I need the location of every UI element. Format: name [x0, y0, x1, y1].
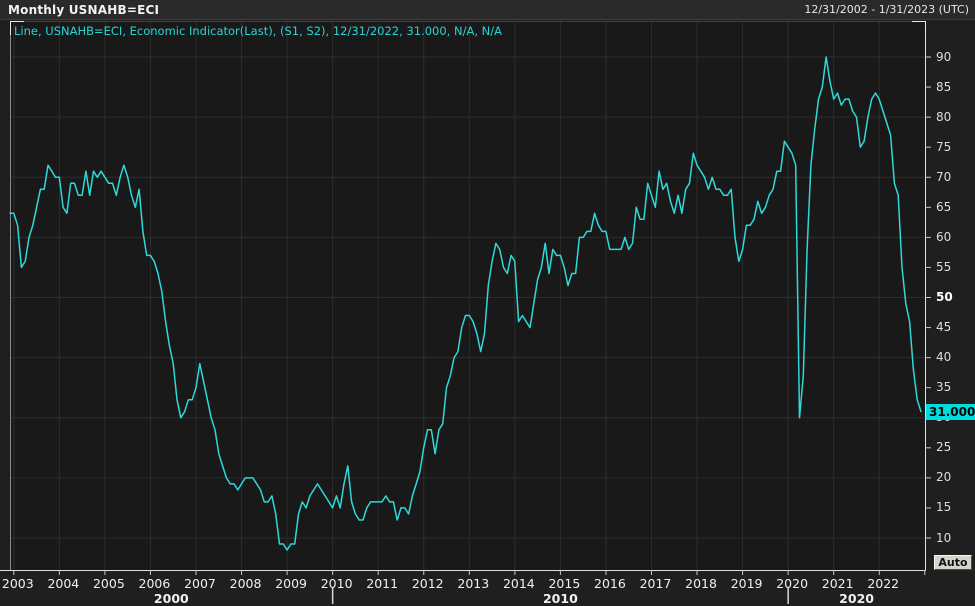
x-year-label: 2017 — [640, 576, 672, 591]
x-decade-label: 2010 — [543, 591, 578, 606]
y-axis-tick-label: 10 — [936, 530, 952, 545]
x-year-label: 2004 — [47, 576, 79, 591]
price-line-series — [9, 56, 922, 551]
x-year-label: 2007 — [184, 576, 216, 591]
y-axis-tick-label: 85 — [936, 79, 952, 94]
x-year-label: 2018 — [685, 576, 717, 591]
y-axis-tick-label: 75 — [936, 139, 952, 154]
x-year-label: 2012 — [412, 576, 444, 591]
x-year-label: 2022 — [867, 576, 899, 591]
x-decade-label: 2000 — [154, 591, 189, 606]
x-year-label: 2011 — [366, 576, 398, 591]
auto-scale-button[interactable]: Auto — [934, 555, 972, 570]
x-year-label: 2014 — [503, 576, 535, 591]
last-value-badge: 31.000 — [926, 404, 975, 420]
y-axis-tick-label: 40 — [936, 350, 952, 365]
y-axis-tick-label: 70 — [936, 169, 952, 184]
x-year-label: 2010 — [321, 576, 353, 591]
y-axis-tick-label: 15 — [936, 500, 952, 515]
x-year-label: 2006 — [139, 576, 171, 591]
x-year-label: 2015 — [548, 576, 580, 591]
chart-titlebar: Monthly USNAHB=ECI 12/31/2002 - 1/31/202… — [0, 0, 975, 20]
x-year-label: 2021 — [822, 576, 854, 591]
y-axis-tick-label: 65 — [936, 199, 952, 214]
x-year-label: 2013 — [457, 576, 489, 591]
x-year-label: 2003 — [2, 576, 34, 591]
top-left-corner-bracket — [10, 21, 24, 35]
chart-title: Monthly USNAHB=ECI — [8, 2, 160, 17]
x-year-label: 2009 — [275, 576, 307, 591]
y-axis-tick-label: 60 — [936, 229, 952, 244]
date-range-label: 12/31/2002 - 1/31/2023 (UTC) — [804, 3, 969, 16]
x-year-label: 2016 — [594, 576, 626, 591]
x-decade-label: 2020 — [839, 591, 874, 606]
x-year-label: 2008 — [230, 576, 262, 591]
x-year-label: 2005 — [93, 576, 125, 591]
x-year-label: 2019 — [731, 576, 763, 591]
y-axis-tick-label: 90 — [936, 49, 952, 64]
x-year-label: 2020 — [776, 576, 808, 591]
series-legend: Line, USNAHB=ECI, Economic Indicator(Las… — [14, 24, 502, 38]
y-axis-tick-label: 80 — [936, 109, 952, 124]
y-axis-tick-label: 25 — [936, 440, 952, 455]
top-right-corner-bracket — [912, 21, 926, 35]
y-axis-tick-label: 35 — [936, 380, 952, 395]
y-axis-tick-label: 50 — [936, 290, 953, 304]
y-axis-tick-label: 45 — [936, 320, 952, 335]
y-axis-tick-label: 55 — [936, 259, 952, 274]
y-axis-tick-label: 20 — [936, 470, 952, 485]
